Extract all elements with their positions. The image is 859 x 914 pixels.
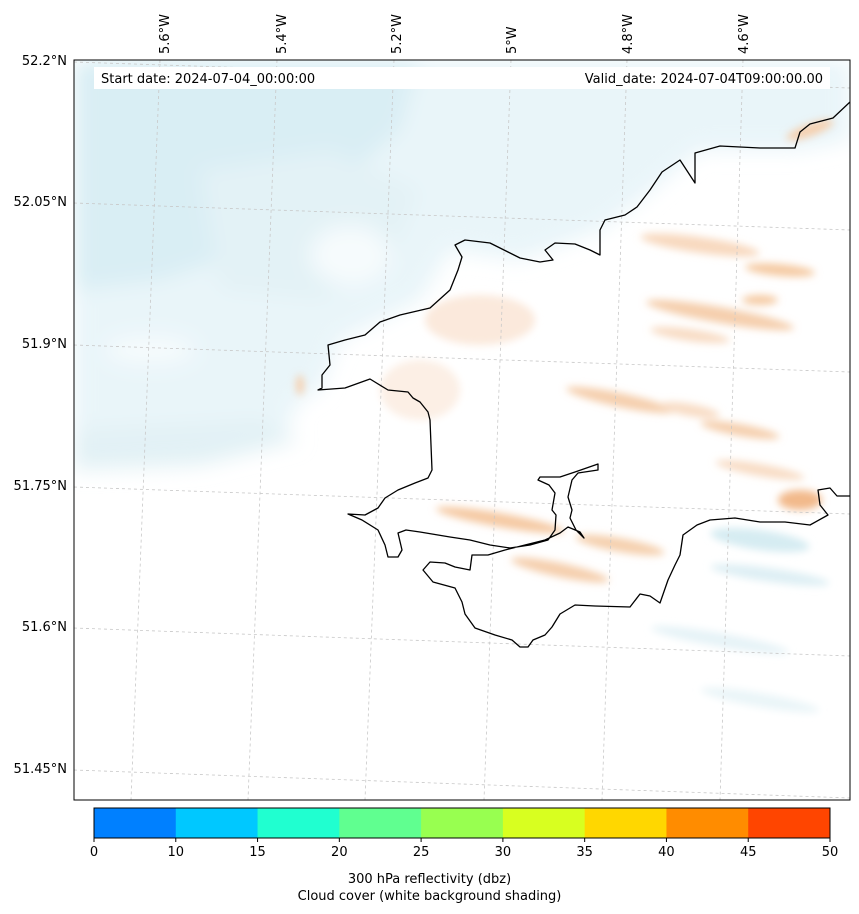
latitude-labels: 52.2°N 52.05°N 51.9°N 51.75°N 51.6°N 51.… (14, 54, 67, 777)
lat-label: 51.9°N (22, 337, 67, 352)
colorbar-tick-label: 15 (249, 845, 266, 860)
colorbar-tick-label: 35 (576, 845, 593, 860)
colorbar-swatch (421, 808, 504, 838)
lon-label: 4.8°W (621, 14, 636, 54)
start-date-label: Start date: 2024-07-04_00:00:00 (101, 72, 315, 87)
colorbar-swatch (748, 808, 831, 838)
colorbar-swatch (584, 808, 667, 838)
reflectivity-streaks (296, 119, 834, 713)
valid-date-label: Valid_date: 2024-07-04T09:00:00.00 (585, 72, 823, 87)
colorbar-tick-label: 45 (740, 845, 757, 860)
colorbar-tick-label: 10 (168, 845, 185, 860)
lat-label: 52.2°N (22, 54, 67, 69)
colorbar-tick-label: 25 (413, 845, 430, 860)
colorbar-swatch (502, 808, 586, 838)
longitude-labels: 5.6°W 5.4°W 5.2°W 5°W 4.8°W 4.6°W (158, 14, 752, 54)
colorbar-swatch (175, 808, 259, 838)
colorbar-caption: 300 hPa reflectivity (dbz) Cloud cover (… (0, 871, 859, 905)
colorbar-subtitle: Cloud cover (white background shading) (297, 889, 562, 904)
cloud-cover-shading (74, 60, 850, 470)
lat-label: 52.05°N (14, 195, 67, 210)
map-panel: Start date: 2024-07-04_00:00:00 Valid_da… (74, 60, 850, 800)
date-header: Start date: 2024-07-04_00:00:00 Valid_da… (94, 67, 830, 89)
lon-label: 4.6°W (737, 14, 752, 54)
colorbar-ticks: 0 10 15 20 25 30 35 40 45 50 (90, 838, 838, 860)
colorbar-swatch (94, 808, 177, 838)
colorbar-tick-label: 50 (822, 845, 839, 860)
colorbar-swatch (666, 808, 749, 838)
colorbar-swatch (257, 808, 340, 838)
lon-label: 5.2°W (390, 14, 405, 54)
lat-label: 51.6°N (22, 620, 67, 635)
lon-label: 5.4°W (275, 14, 290, 54)
lon-label: 5.6°W (158, 14, 173, 54)
coastline (317, 101, 850, 648)
colorbar-tick-label: 40 (658, 845, 675, 860)
colorbar-tick-label: 30 (495, 845, 512, 860)
colorbar-tick-label: 20 (331, 845, 348, 860)
colorbar-swatch (339, 808, 422, 838)
map-frame (73, 59, 851, 801)
lat-label: 51.75°N (14, 479, 67, 494)
colorbar: 0 10 15 20 25 30 35 40 45 50 (90, 807, 838, 860)
lat-label: 51.45°N (14, 762, 67, 777)
colorbar-swatches (94, 808, 831, 838)
lon-label: 5°W (505, 26, 520, 54)
colorbar-tick-label: 0 (90, 845, 98, 860)
colorbar-title: 300 hPa reflectivity (dbz) (347, 872, 512, 887)
